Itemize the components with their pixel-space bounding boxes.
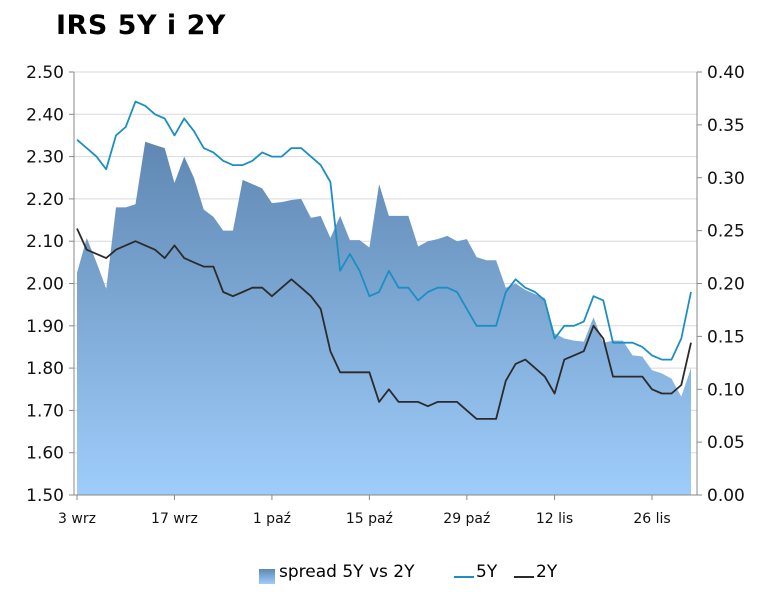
axes xyxy=(69,71,702,500)
y-left-tick-label: 1.80 xyxy=(26,359,64,379)
y-right-tick-label: 0.05 xyxy=(707,433,745,453)
spread-area-layer xyxy=(77,141,691,496)
legend-swatch-2y xyxy=(514,576,534,578)
y-left-tick-label: 2.00 xyxy=(26,275,64,295)
x-tick-label: 3 wrz xyxy=(58,511,96,527)
y-left-tick-label: 2.50 xyxy=(26,63,64,83)
x-tick-label: 1 paź xyxy=(253,511,291,527)
y-left-tick-label: 2.40 xyxy=(26,105,64,125)
y-right-tick-label: 0.20 xyxy=(707,275,745,295)
y-left-tick-label: 2.20 xyxy=(26,190,64,210)
y-right-tick-label: 0.00 xyxy=(707,486,745,506)
legend-label-5y: 5Y xyxy=(476,562,498,582)
chart-canvas: 1.50 1.60 1.70 1.80 1.90 2.00 2.10 2.20 2.30 2.40… xyxy=(26,63,745,527)
y-left-tick-label: 1.60 xyxy=(26,444,64,464)
y-right-tick-label: 0.35 xyxy=(707,116,745,136)
y-left-tick-label: 1.90 xyxy=(26,317,64,337)
tick-labels: 1.50 1.60 1.70 1.80 1.90 2.00 2.10 2.20 2.30 2.40… xyxy=(26,63,745,527)
y-right-tick-label: 0.25 xyxy=(707,222,745,242)
y-right-tick-label: 0.10 xyxy=(707,380,745,400)
y-right-tick-label: 0.30 xyxy=(707,169,745,189)
x-tick-label: 26 lis xyxy=(633,511,670,527)
y-right-tick-label: 0.40 xyxy=(707,63,745,83)
x-tick-label: 15 paź xyxy=(346,511,393,527)
y-left-tick-label: 2.30 xyxy=(26,148,64,168)
series-lines-layer xyxy=(76,100,692,420)
chart-title: IRS 5Y i 2Y xyxy=(56,10,226,41)
series-line-2y xyxy=(76,228,692,420)
y-left-tick-label: 1.70 xyxy=(26,401,64,421)
x-tick-label: 17 wrz xyxy=(151,511,198,527)
x-tick-label: 12 lis xyxy=(536,511,573,527)
series-area-spread xyxy=(77,141,691,496)
y-right-tick-label: 0.15 xyxy=(707,327,745,347)
series-line-5y xyxy=(76,100,692,361)
legend-label-spread: spread 5Y vs 2Y xyxy=(279,562,415,582)
legend-label-2y: 2Y xyxy=(536,562,558,582)
y-left-tick-label: 1.50 xyxy=(26,486,64,506)
legend-swatch-5y xyxy=(454,576,474,578)
y-left-tick-label: 2.10 xyxy=(26,232,64,252)
x-tick-label: 29 paź xyxy=(443,511,490,527)
legend: spread 5Y vs 2Y 5Y 2Y xyxy=(0,560,777,588)
legend-swatch-spread xyxy=(259,569,275,584)
